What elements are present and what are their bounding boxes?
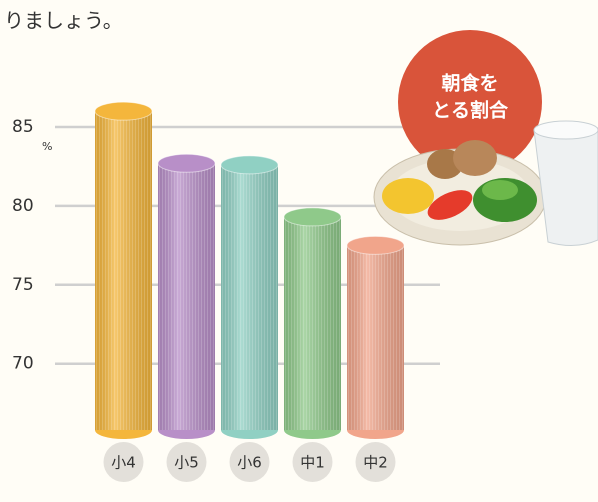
x-tick-label: 中2: [363, 454, 388, 472]
y-tick-label: 70: [12, 354, 34, 374]
category-badge: [103, 442, 144, 482]
bar-texture: [95, 111, 152, 431]
badge: [398, 30, 542, 174]
badge-text: とる割合: [432, 99, 509, 122]
unit-label: %: [42, 140, 52, 153]
bars: [94, 101, 405, 439]
bar-texture: [347, 245, 404, 430]
badge-text: 朝食を: [441, 72, 498, 95]
bar-top: [220, 155, 279, 175]
food-image: [373, 140, 547, 246]
category-badge: [229, 442, 270, 482]
y-tick-label: 85: [12, 117, 34, 137]
bar-top: [346, 235, 405, 255]
category-badge: [355, 442, 396, 482]
x-tick-label: 小6: [237, 454, 262, 472]
bar-texture: [221, 164, 278, 430]
bar-texture: [158, 163, 215, 431]
x-tick-label: 中1: [300, 454, 325, 472]
glass-image: [533, 120, 598, 246]
y-tick-label: 75: [12, 275, 34, 295]
category-badge: [166, 442, 207, 482]
bar-top: [157, 153, 216, 173]
bar-top: [283, 207, 342, 227]
y-tick-label: 80: [12, 196, 34, 216]
x-tick-label: 小4: [111, 454, 136, 472]
bar-top: [94, 101, 153, 121]
chart-title: りましょう。: [4, 9, 123, 33]
bar-texture: [284, 216, 341, 430]
categories: 小4 小5 小6 中1 中2: [103, 442, 396, 482]
category-badge: [292, 442, 333, 482]
x-tick-label: 小5: [174, 454, 199, 472]
